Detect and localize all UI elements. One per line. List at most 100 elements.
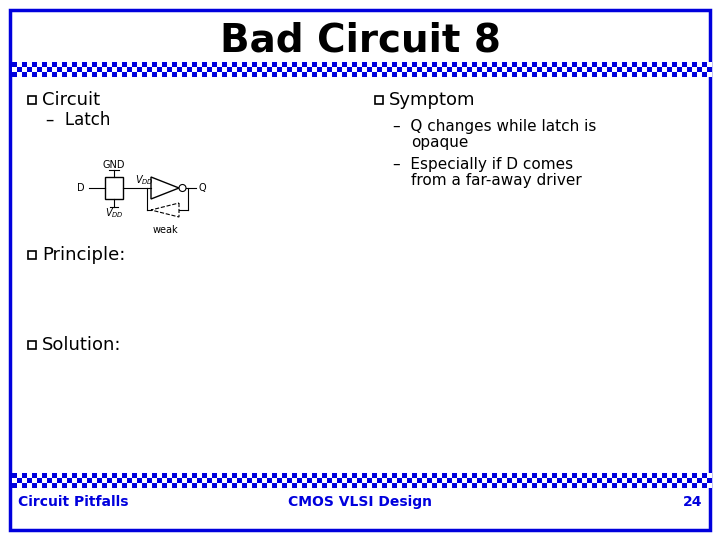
Bar [582,483,587,488]
Bar [677,478,682,483]
Bar [612,483,617,488]
Bar [162,483,167,488]
Bar [652,67,657,72]
Bar [342,478,347,483]
Bar [77,67,82,72]
Bar [542,483,547,488]
Bar [402,473,407,478]
Bar [262,67,267,72]
Bar [142,483,147,488]
Bar [357,473,362,478]
Bar [182,62,187,67]
Bar [307,67,312,72]
Bar [287,72,292,77]
Bar [497,473,502,478]
Text: Bad Circuit 8: Bad Circuit 8 [220,21,500,59]
Bar [77,478,82,483]
Bar [117,72,122,77]
Bar [497,67,502,72]
Bar [617,72,622,77]
Text: –  Q changes while latch is: – Q changes while latch is [393,119,596,134]
Bar [237,67,242,72]
Bar [437,478,442,483]
Bar [352,72,357,77]
Bar [497,483,502,488]
Bar [52,473,57,478]
Bar [367,67,372,72]
Bar [407,72,412,77]
Bar [322,478,327,483]
Bar [292,62,297,67]
Bar [592,478,597,483]
Bar [182,473,187,478]
Bar [372,72,377,77]
Bar [707,72,712,77]
Bar [22,483,27,488]
Bar [527,67,532,72]
Bar [662,473,667,478]
Bar [512,478,517,483]
Bar [277,478,282,483]
Bar [302,483,307,488]
Bar [327,483,332,488]
Bar [97,62,102,67]
Bar [482,483,487,488]
Bar [27,72,32,77]
Text: $V_{DD}$: $V_{DD}$ [135,173,154,187]
Bar [287,67,292,72]
Bar [502,483,507,488]
Bar [477,67,482,72]
Bar [282,67,287,72]
Bar [187,67,192,72]
Bar [172,67,177,72]
Bar [257,483,262,488]
Bar [187,72,192,77]
Bar [262,483,267,488]
Bar [417,72,422,77]
Bar [247,62,252,67]
Bar [192,72,197,77]
Bar [237,62,242,67]
Bar [492,473,497,478]
Bar [172,478,177,483]
Bar [437,67,442,72]
Bar [32,478,37,483]
Bar [82,62,87,67]
Bar [497,478,502,483]
Bar [307,473,312,478]
Bar [57,473,62,478]
Bar [512,72,517,77]
Bar [532,473,537,478]
Bar [137,72,142,77]
Bar [512,473,517,478]
Text: –  Especially if D comes: – Especially if D comes [393,158,573,172]
Bar [297,62,302,67]
Bar [17,473,22,478]
Bar [232,478,237,483]
Bar [382,473,387,478]
Bar [132,473,137,478]
Bar [307,72,312,77]
Text: weak: weak [152,225,178,235]
Bar [332,478,337,483]
Bar [342,67,347,72]
Bar [477,72,482,77]
Bar [272,72,277,77]
Bar [542,62,547,67]
Bar [532,483,537,488]
Bar [412,67,417,72]
Bar [437,483,442,488]
Bar [482,67,487,72]
Bar [582,473,587,478]
Bar [267,67,272,72]
Bar [367,72,372,77]
Bar [672,67,677,72]
Bar [682,483,687,488]
Bar [467,473,472,478]
Bar [22,67,27,72]
Bar [422,62,427,67]
Bar [642,67,647,72]
Bar [92,478,97,483]
Bar [297,72,302,77]
Bar [602,473,607,478]
